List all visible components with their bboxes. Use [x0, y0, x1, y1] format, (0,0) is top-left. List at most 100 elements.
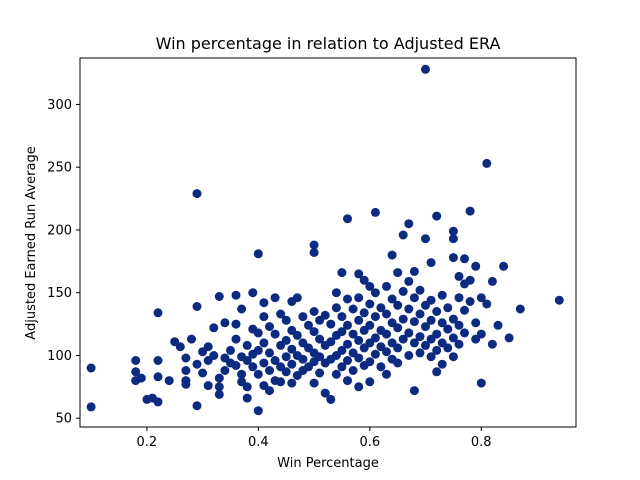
- y-tick-label: 250: [47, 161, 72, 176]
- scatter-point: [214, 382, 224, 392]
- scatter-point: [209, 323, 219, 333]
- scatter-point: [387, 250, 397, 260]
- scatter-point: [326, 319, 336, 329]
- scatter-point: [343, 294, 352, 304]
- scatter-point: [265, 322, 274, 332]
- scatter-point: [231, 290, 241, 300]
- scatter-point: [343, 356, 352, 365]
- scatter-point: [454, 339, 464, 349]
- scatter-point: [270, 356, 280, 365]
- scatter-point: [343, 376, 352, 386]
- scatter-point: [304, 320, 313, 330]
- scatter-point: [398, 314, 408, 324]
- scatter-point: [365, 320, 375, 330]
- scatter-point: [253, 406, 263, 416]
- x-tick-label: 0.4: [248, 435, 269, 450]
- scatter-point: [443, 324, 453, 334]
- scatter-point: [493, 320, 503, 330]
- scatter-point: [226, 345, 235, 355]
- scatter-point: [309, 378, 319, 388]
- scatter-point: [259, 338, 269, 348]
- scatter-point: [181, 353, 191, 363]
- scatter-point: [398, 230, 408, 240]
- scatter-point: [175, 342, 185, 352]
- scatter-point: [354, 293, 364, 303]
- scatter-point: [309, 327, 319, 337]
- scatter-point: [331, 303, 341, 313]
- y-tick-label: 100: [47, 349, 72, 364]
- scatter-point: [421, 234, 430, 244]
- scatter-point: [331, 369, 341, 379]
- scatter-point: [460, 328, 469, 338]
- scatter-point: [298, 312, 308, 322]
- scatter-point: [214, 373, 224, 383]
- scatter-point: [181, 366, 191, 375]
- scatter-point: [460, 305, 469, 315]
- scatter-point: [198, 368, 208, 378]
- scatter-point: [409, 293, 419, 303]
- scatter-point: [382, 347, 391, 357]
- scatter-point: [86, 402, 96, 412]
- scatter-point: [164, 376, 174, 386]
- scatter-point: [131, 367, 141, 377]
- scatter-point: [281, 335, 291, 345]
- scatter-point: [259, 298, 269, 308]
- scatter-point: [231, 361, 241, 370]
- scatter-point: [281, 367, 291, 377]
- scatter-point: [382, 329, 391, 339]
- scatter-point: [404, 304, 414, 314]
- scatter-point: [448, 253, 458, 263]
- scatter-point: [432, 345, 442, 355]
- scatter-point: [359, 275, 369, 285]
- scatter-point: [287, 344, 297, 354]
- scatter-point: [404, 276, 414, 286]
- scatter-point: [415, 309, 425, 319]
- scatter-point: [465, 206, 475, 216]
- scatter-point: [476, 293, 486, 303]
- scatter-point: [348, 366, 358, 375]
- scatter-point: [337, 327, 347, 337]
- scatter-point: [437, 290, 447, 300]
- scatter-point: [487, 339, 497, 349]
- scatter-point: [86, 363, 96, 373]
- scatter-point: [409, 317, 419, 327]
- scatter-point: [153, 356, 163, 365]
- scatter-point: [476, 378, 486, 388]
- scatter-point: [309, 248, 319, 257]
- scatter-point: [370, 312, 380, 322]
- scatter-point: [348, 304, 358, 314]
- scatter-point: [554, 295, 564, 305]
- scatter-point: [382, 369, 391, 379]
- scatter-point: [354, 335, 364, 345]
- scatter-point: [482, 299, 492, 309]
- scatter-point: [465, 297, 475, 306]
- scatter-point: [415, 348, 425, 358]
- scatter-point: [376, 362, 386, 372]
- scatter-point: [404, 351, 414, 360]
- scatter-point: [426, 258, 436, 268]
- scatter-point: [231, 334, 241, 344]
- scatter-point: [515, 304, 525, 314]
- scatter-point: [337, 345, 347, 355]
- scatter-point: [270, 293, 280, 303]
- scatter-point: [448, 226, 458, 236]
- scatter-point: [259, 358, 269, 368]
- scatter-point: [153, 397, 163, 407]
- scatter-point: [421, 64, 430, 74]
- y-tick-label: 200: [47, 223, 72, 238]
- scatter-point: [387, 294, 397, 304]
- scatter-point: [376, 303, 386, 313]
- scatter-point: [209, 351, 219, 360]
- scatter-point: [337, 268, 347, 278]
- chart-title: Win percentage in relation to Adjusted E…: [156, 34, 501, 53]
- scatter-point: [214, 292, 224, 301]
- scatter-point: [426, 352, 436, 362]
- scatter-point: [454, 293, 464, 303]
- scatter-point: [203, 381, 213, 391]
- scatter-point: [237, 304, 247, 314]
- scatter-point: [153, 308, 163, 318]
- scatter-point: [421, 340, 430, 350]
- scatter-point: [326, 394, 336, 404]
- scatter-point: [437, 318, 447, 328]
- x-tick-label: 0.6: [359, 435, 380, 450]
